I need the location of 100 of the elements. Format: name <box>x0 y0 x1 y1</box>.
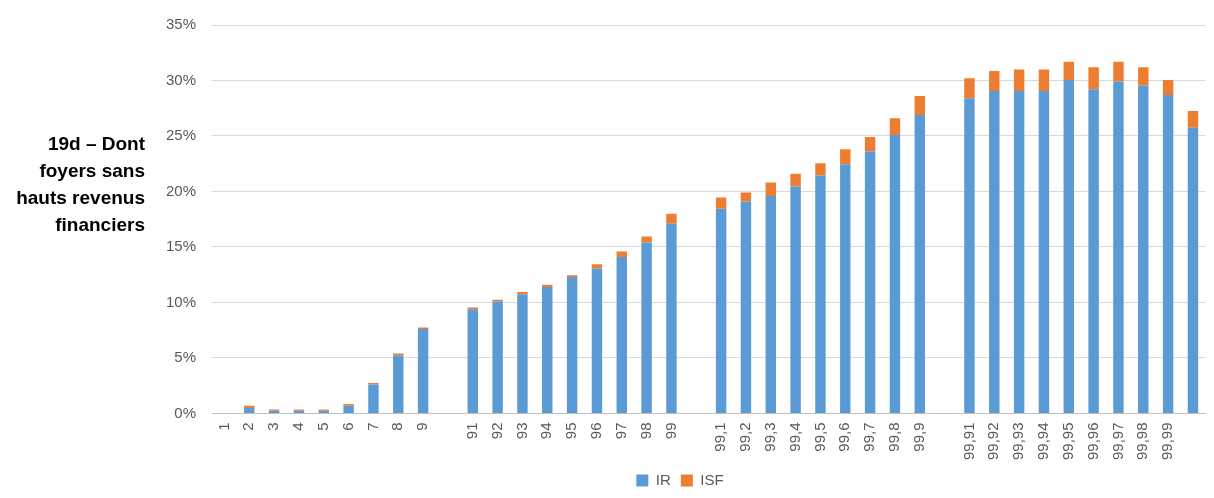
bar <box>244 407 255 413</box>
bar <box>864 151 876 413</box>
bar <box>964 78 975 99</box>
bar <box>517 294 528 413</box>
x-tick-label: 99,6 <box>835 422 853 452</box>
x-tick-label: 98 <box>636 422 654 440</box>
bar <box>368 384 379 413</box>
bar <box>815 175 826 413</box>
x-tick-label: 91 <box>462 422 480 440</box>
y-tick-label: 20% <box>165 181 197 199</box>
x-tick-label: 7 <box>363 422 381 431</box>
x-tick-label: 99,1 <box>711 422 729 452</box>
x-tick-label: 99,96 <box>1083 422 1101 461</box>
x-tick-label: 4 <box>289 422 307 431</box>
bar <box>1088 89 1099 413</box>
x-tick-label: 9 <box>413 422 431 431</box>
bar <box>343 405 354 413</box>
y-tick-label: 25% <box>165 126 197 144</box>
bar <box>641 242 652 413</box>
bar <box>1113 81 1124 413</box>
x-tick-label: 99,4 <box>785 422 803 452</box>
bar <box>1038 69 1050 92</box>
bar <box>666 213 677 224</box>
bar <box>765 195 776 413</box>
x-tick-label: 99,9 <box>909 422 927 452</box>
bar <box>1138 85 1149 413</box>
y-axis-title: 19d – Dont foyers sans hauts revenus financiers <box>15 132 145 237</box>
bar <box>1187 127 1199 413</box>
y-tick-label: 0% <box>174 403 197 421</box>
bar <box>715 208 727 413</box>
x-tick-label: 99,98 <box>1133 422 1151 461</box>
bar <box>790 186 801 413</box>
bar <box>542 286 553 413</box>
x-tick-label: 5 <box>313 422 331 431</box>
y-tick-label: 35% <box>165 15 197 33</box>
x-tick-label: 99,92 <box>984 422 1002 461</box>
x-tick-label: 96 <box>587 422 605 440</box>
x-tick-label: 6 <box>338 422 356 431</box>
bar <box>765 182 776 196</box>
bar <box>1063 79 1074 413</box>
bar <box>591 264 603 269</box>
x-tick-label: 99,94 <box>1034 422 1052 461</box>
bar <box>889 118 901 135</box>
bar <box>914 114 925 413</box>
bar <box>591 268 603 413</box>
bar <box>840 164 851 413</box>
bar <box>1013 91 1025 413</box>
bar <box>641 236 652 243</box>
bar <box>566 276 578 413</box>
x-tick-label: 1 <box>214 422 232 431</box>
x-tick-label: 99,2 <box>736 422 754 452</box>
bar <box>840 149 851 165</box>
legend-label: ISF <box>700 470 724 488</box>
bar <box>666 223 677 413</box>
bar <box>492 301 503 413</box>
bar <box>989 91 1000 413</box>
bar <box>517 291 528 295</box>
x-tick-label: 99,8 <box>885 422 903 452</box>
bar <box>467 309 478 413</box>
x-tick-label: 99 <box>661 422 679 440</box>
bar <box>914 96 925 115</box>
bar <box>1088 67 1099 90</box>
bar <box>1138 67 1149 86</box>
y-tick-label: 10% <box>165 292 197 310</box>
x-tick-label: 99,5 <box>810 422 828 452</box>
bar <box>1038 91 1050 413</box>
x-tick-label: 8 <box>388 422 406 431</box>
y-tick-label: 5% <box>174 348 197 366</box>
x-tick-label: 3 <box>264 422 282 431</box>
bar <box>1187 111 1199 128</box>
bar <box>616 256 627 413</box>
x-tick-label: 2 <box>239 422 257 431</box>
x-tick-label: 97 <box>611 422 629 440</box>
x-tick-label: 99,7 <box>860 422 878 452</box>
bar <box>815 163 826 176</box>
bar <box>889 134 901 413</box>
bar <box>1113 61 1124 82</box>
x-tick-label: 95 <box>562 422 580 440</box>
bar <box>393 355 404 413</box>
x-tick-label: 94 <box>537 422 555 440</box>
bar <box>1162 79 1174 95</box>
x-tick-label: 99,93 <box>1009 422 1027 461</box>
bar <box>616 251 627 257</box>
bar <box>1162 94 1174 413</box>
y-tick-label: 15% <box>165 237 197 255</box>
x-tick-label: 99,91 <box>959 422 977 461</box>
bar <box>989 71 1000 92</box>
legend-label: IR <box>655 470 671 488</box>
bar <box>964 98 975 413</box>
x-tick-label: 99,97 <box>1108 422 1126 461</box>
x-tick-label: 99,95 <box>1058 422 1076 461</box>
x-tick-label: 92 <box>487 422 505 440</box>
bar <box>1013 69 1025 92</box>
bar <box>740 201 752 413</box>
bar <box>1063 61 1074 80</box>
x-tick-label: 99,3 <box>760 422 778 452</box>
bar <box>864 137 876 152</box>
bar <box>417 329 429 413</box>
bar <box>790 173 801 187</box>
x-tick-label: 93 <box>512 422 530 440</box>
